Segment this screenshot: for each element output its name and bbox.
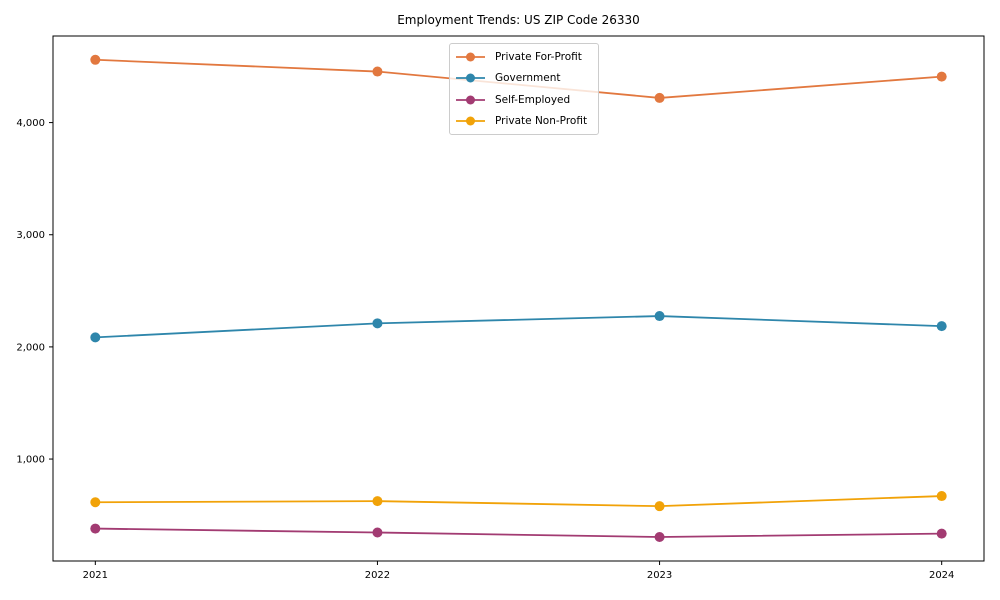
- x-tick-label: 2021: [83, 570, 108, 581]
- legend-item-self-employed: Self-Employed: [455, 89, 587, 111]
- data-point-self-employed-2022: [372, 527, 383, 538]
- y-tick-label: 3,000: [16, 230, 45, 241]
- data-point-private-non-profit-2024: [936, 491, 947, 502]
- legend-item-private-non-profit: Private Non-Profit: [455, 111, 587, 133]
- y-tick-label: 2,000: [16, 342, 45, 353]
- x-tick-label: 2022: [365, 570, 390, 581]
- y-tick-label: 1,000: [16, 455, 45, 466]
- data-point-private-for-profit-2022: [372, 66, 383, 77]
- x-tick-label: 2024: [929, 570, 954, 581]
- legend-label: Private For-Profit: [495, 50, 582, 63]
- axes-frame: [52, 35, 985, 562]
- data-point-self-employed-2021: [90, 523, 101, 534]
- series-line-self-employed: [94, 527, 943, 538]
- data-point-government-2024: [936, 321, 947, 332]
- data-point-government-2021: [90, 332, 101, 343]
- y-tick-label: 4,000: [16, 118, 45, 129]
- legend-label: Private Non-Profit: [495, 115, 588, 128]
- series-line-government: [94, 315, 943, 339]
- data-point-self-employed-2024: [936, 528, 947, 539]
- data-point-private-for-profit-2021: [90, 54, 101, 65]
- legend-line-marker-icon: [456, 95, 485, 105]
- data-point-government-2022: [372, 318, 383, 329]
- legend-line-marker-icon: [456, 73, 485, 83]
- legend-line-marker-icon: [456, 116, 485, 126]
- data-point-private-non-profit-2023: [654, 501, 665, 512]
- legend-item-private-for-profit: Private For-Profit: [455, 46, 587, 68]
- x-tick-label: 2023: [647, 570, 672, 581]
- data-point-private-for-profit-2023: [654, 92, 665, 103]
- data-point-government-2023: [654, 311, 665, 322]
- legend-label: Self-Employed: [495, 93, 571, 106]
- data-point-private-for-profit-2024: [936, 71, 947, 82]
- legend-box: Private For-Profit Government Self-Employe…: [449, 43, 600, 135]
- series-line-private-non-profit: [94, 495, 943, 508]
- legend-item-government: Government: [455, 68, 587, 90]
- data-point-private-non-profit-2021: [90, 497, 101, 508]
- data-point-self-employed-2023: [654, 531, 665, 542]
- legend-label: Government: [495, 72, 561, 85]
- legend-line-marker-icon: [456, 52, 485, 62]
- chart-title: Employment Trends: US ZIP Code 26330: [397, 13, 640, 27]
- data-point-private-non-profit-2022: [372, 496, 383, 507]
